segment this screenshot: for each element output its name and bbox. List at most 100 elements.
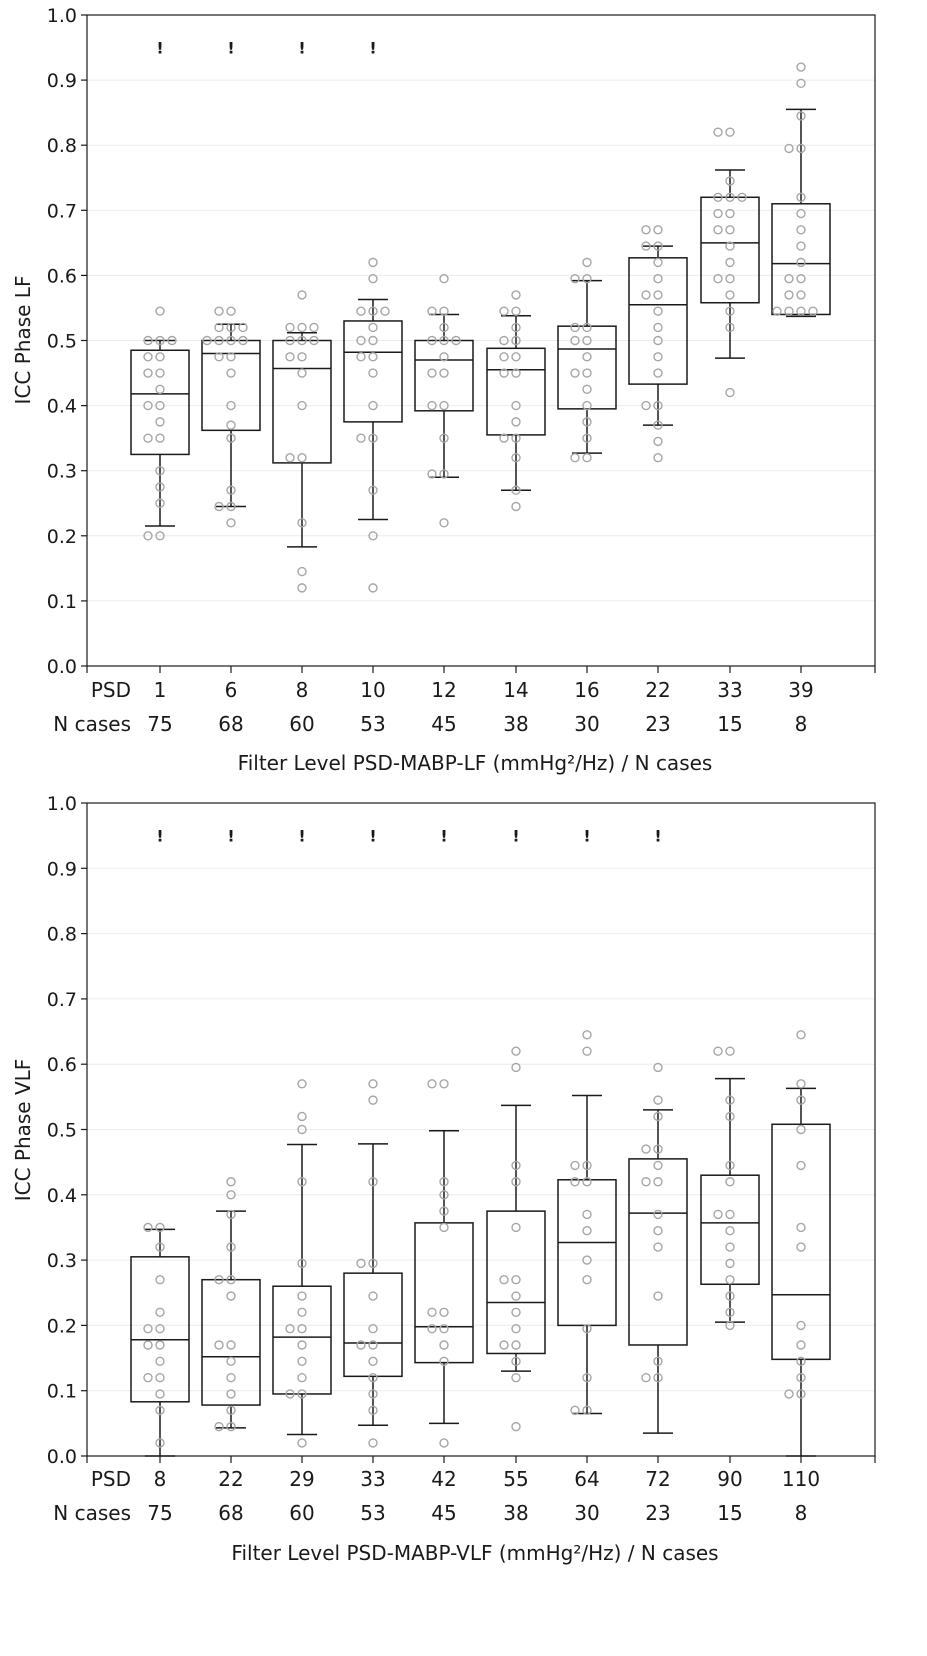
data-point: [297, 368, 307, 378]
box-plot: [557, 279, 617, 454]
data-point: [143, 1323, 153, 1334]
data-point: [427, 469, 437, 479]
n-cases-row-label: N cases: [53, 712, 131, 736]
data-point: [737, 192, 747, 202]
data-point: [155, 1438, 165, 1448]
data-point: [499, 368, 509, 378]
data-point: [582, 1372, 592, 1383]
y-tick-label: 1.0: [47, 5, 77, 27]
data-point: [427, 1079, 437, 1089]
data-point: [725, 387, 735, 398]
data-point: [155, 433, 165, 443]
data-point: [297, 1372, 307, 1383]
y-tick-label: 0.5: [47, 1120, 77, 1142]
box-plot: [486, 1104, 546, 1372]
data-point: [368, 352, 378, 362]
data-point: [368, 1389, 378, 1399]
data-point: [511, 1421, 521, 1432]
iqr-box: [201, 1278, 261, 1406]
data-point: [285, 352, 295, 362]
data-point: [725, 273, 735, 284]
data-point: [725, 241, 735, 251]
significance-mark: !: [440, 827, 447, 846]
psd-value-label: 10: [360, 678, 385, 702]
data-point: [582, 257, 592, 268]
data-point: [653, 335, 663, 346]
data-point: [511, 1274, 521, 1285]
data-point: [226, 1356, 236, 1367]
data-point: [725, 127, 735, 137]
data-point: [725, 1307, 735, 1318]
data-point: [511, 1046, 521, 1056]
y-tick-label: 0.6: [47, 1054, 77, 1076]
significance-mark: !: [156, 39, 163, 58]
y-tick-label: 0.7: [47, 989, 77, 1011]
psd-value-label: 72: [645, 1467, 670, 1491]
data-point: [155, 1356, 165, 1367]
data-point: [439, 1222, 449, 1233]
n-cases-value-label: 8: [795, 712, 808, 736]
data-point: [511, 485, 521, 495]
significance-mark: !: [298, 827, 305, 846]
data-point: [796, 1079, 806, 1089]
data-point: [725, 1111, 735, 1122]
data-point: [439, 273, 449, 284]
data-point: [499, 306, 509, 316]
data-point: [226, 335, 236, 346]
data-point: [155, 400, 165, 411]
data-point: [439, 1206, 449, 1216]
data-point: [796, 1030, 806, 1040]
data-point: [725, 1320, 735, 1331]
data-point: [725, 1209, 735, 1220]
data-point: [796, 273, 806, 284]
data-point: [143, 433, 153, 443]
psd-value-label: 55: [503, 1467, 528, 1491]
y-axis-title: ICC Phase LF: [11, 276, 35, 405]
data-point: [297, 1307, 307, 1318]
data-point: [214, 352, 224, 362]
data-point: [226, 1190, 236, 1200]
plot-frame: [86, 14, 876, 667]
data-point: [582, 322, 592, 333]
data-point: [784, 1389, 794, 1399]
data-point: [368, 1356, 378, 1367]
data-point: [511, 501, 521, 512]
n-cases-value-label: 15: [717, 1501, 742, 1525]
data-point: [511, 352, 521, 362]
data-point: [796, 225, 806, 235]
data-point: [713, 192, 723, 202]
n-cases-value-label: 30: [574, 1501, 599, 1525]
y-tick-label: 0.8: [47, 924, 77, 946]
y-tick-label: 0.5: [47, 331, 77, 353]
data-point: [439, 322, 449, 333]
box-plot: [700, 169, 760, 359]
significance-mark: !: [369, 827, 376, 846]
significance-mark: !: [654, 827, 661, 846]
data-point: [368, 1079, 378, 1089]
psd-value-label: 22: [218, 1467, 243, 1491]
n-cases-value-label: 45: [431, 712, 456, 736]
data-point: [570, 1177, 580, 1187]
y-tick-label: 0.1: [47, 591, 77, 613]
data-point: [796, 143, 806, 154]
data-point: [439, 433, 449, 443]
data-point: [582, 1226, 592, 1236]
psd-value-label: 8: [154, 1467, 167, 1491]
data-point: [582, 1274, 592, 1285]
data-point: [511, 433, 521, 443]
n-cases-row-label: N cases: [53, 1501, 131, 1525]
data-point: [226, 518, 236, 528]
data-point: [653, 225, 663, 235]
data-point: [226, 352, 236, 362]
data-point: [653, 400, 663, 411]
data-point: [796, 1160, 806, 1171]
n-cases-value-label: 60: [289, 712, 314, 736]
data-point: [725, 306, 735, 316]
data-point: [155, 1274, 165, 1285]
data-point: [297, 1356, 307, 1367]
data-point: [226, 501, 236, 512]
data-point: [796, 1095, 806, 1105]
data-point: [155, 1222, 165, 1233]
data-point: [427, 1323, 437, 1334]
box-plot: [557, 1094, 617, 1415]
